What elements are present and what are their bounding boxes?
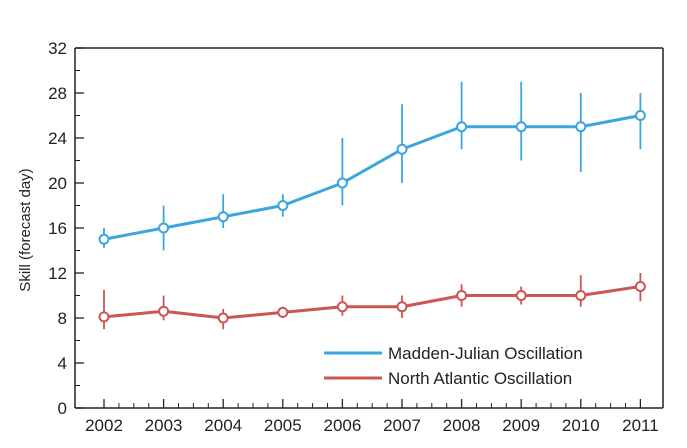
data-point xyxy=(515,121,527,133)
data-point xyxy=(456,121,468,133)
x-tick-label: 2011 xyxy=(622,416,659,435)
y-axis-label: Skill (forecast day) xyxy=(17,168,34,291)
data-point xyxy=(217,211,229,223)
data-point xyxy=(396,301,408,313)
x-tick-label: 2008 xyxy=(443,416,481,435)
data-point xyxy=(277,306,289,318)
series-line xyxy=(103,285,641,320)
data-point xyxy=(277,200,289,211)
x-tick-label: 2006 xyxy=(323,416,361,435)
y-tick-label: 8 xyxy=(58,309,67,328)
data-point xyxy=(456,290,468,301)
data-point xyxy=(217,312,229,324)
y-tick-label: 0 xyxy=(58,399,67,418)
data-point xyxy=(515,290,527,301)
x-tick-label: 2004 xyxy=(204,416,242,435)
x-tick-label: 2003 xyxy=(145,416,183,435)
data-point xyxy=(336,177,348,189)
data-point xyxy=(98,233,110,245)
series-line xyxy=(103,114,641,241)
series-nao xyxy=(98,273,646,330)
x-tick-label: 2005 xyxy=(264,416,302,435)
data-point xyxy=(575,121,587,133)
data-point xyxy=(634,281,646,292)
legend-label-mjo: Madden-Julian Oscillation xyxy=(388,344,583,363)
y-tick-label: 28 xyxy=(48,84,67,103)
axes: 0 4 8 12 16 20 24 28 32 2002 2003 2004 2005 2006 2007 2… xyxy=(48,39,664,435)
plot-area xyxy=(98,81,646,330)
y-tick-label: 12 xyxy=(48,264,67,283)
y-tick-label: 32 xyxy=(48,39,67,58)
x-tick-label: 2007 xyxy=(383,416,421,435)
x-tick-label: 2002 xyxy=(85,416,123,435)
data-point xyxy=(634,110,646,121)
y-tick-label: 20 xyxy=(48,174,67,193)
legend-label-nao: North Atlantic Oscillation xyxy=(388,369,572,388)
data-point xyxy=(98,311,110,323)
x-tick-label: 2010 xyxy=(562,416,600,435)
data-point xyxy=(158,305,170,317)
data-point xyxy=(396,143,408,155)
legend: Madden-Julian Oscillation North Atlantic… xyxy=(324,344,583,388)
y-tick-label: 16 xyxy=(48,219,67,238)
y-tick-label: 24 xyxy=(48,129,67,148)
series-mjo xyxy=(98,81,646,251)
data-point xyxy=(575,290,587,301)
data-point xyxy=(158,222,170,234)
y-tick-label: 4 xyxy=(58,354,67,373)
data-point xyxy=(336,301,348,313)
x-tick-label: 2009 xyxy=(502,416,540,435)
